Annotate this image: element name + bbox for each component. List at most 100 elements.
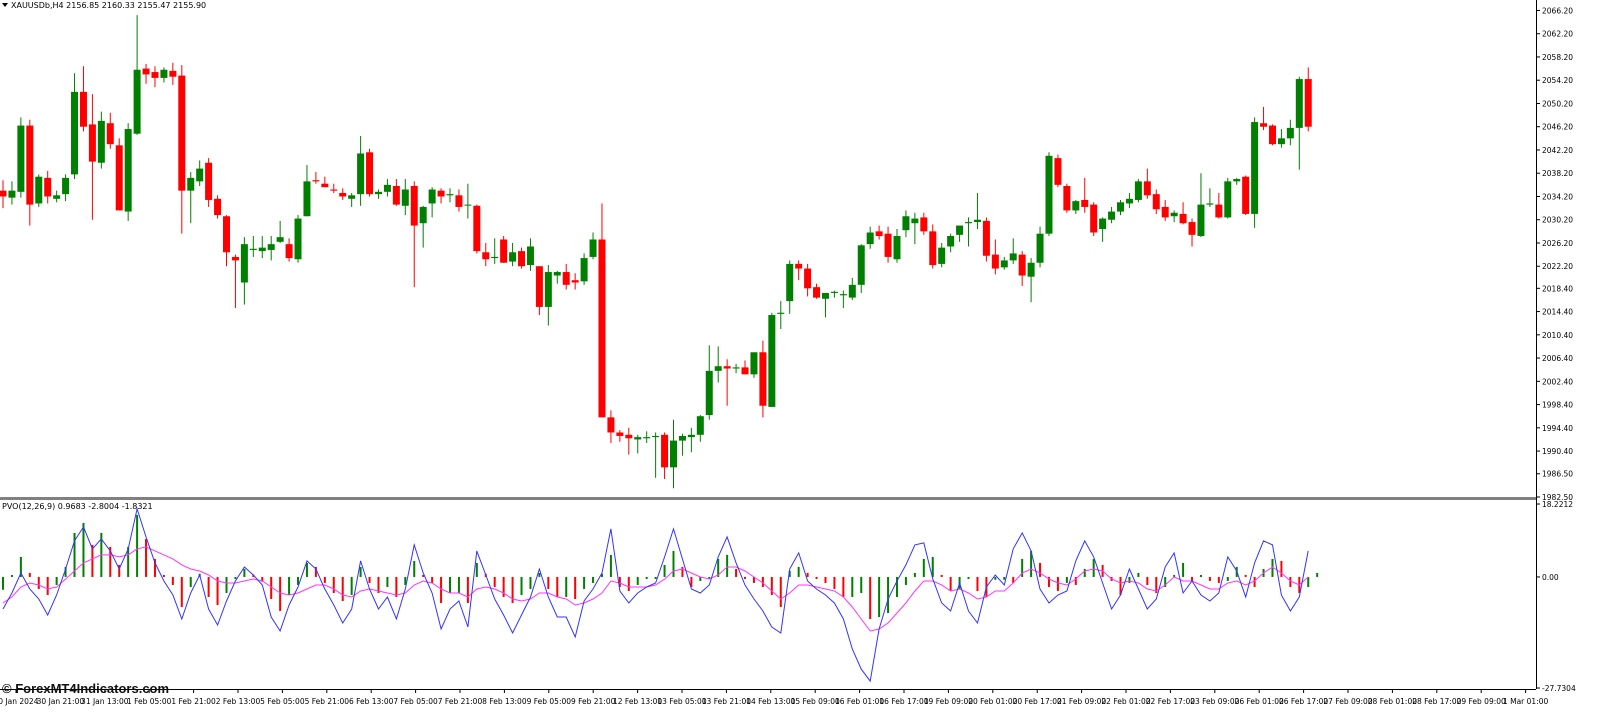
bull-candle (893, 236, 901, 260)
pvo-histogram-bar (279, 576, 282, 611)
pvo-histogram-bar (127, 546, 130, 577)
pvo-histogram-bar (493, 576, 496, 587)
indicator-axis-label: -27.7304 (1542, 684, 1576, 693)
pvo-histogram-bar (1173, 574, 1176, 577)
pvo-histogram-bar (64, 566, 67, 577)
bear-candle (1260, 123, 1268, 127)
bear-candle (339, 192, 347, 197)
pvo-histogram-bar (270, 576, 273, 599)
time-axis-label: 22 Feb 17:00 (1146, 697, 1195, 706)
pvo-histogram-bar (243, 568, 246, 577)
pvo-histogram-bar (752, 576, 755, 583)
bull-candle (830, 291, 838, 293)
pvo-histogram-bar (618, 576, 621, 587)
pvo-histogram-bar (440, 576, 443, 603)
pvo-histogram-bar (967, 576, 970, 579)
price-axis-label: 1990.40 (1542, 447, 1573, 456)
bear-candle (518, 251, 526, 267)
bull-candle (1134, 181, 1142, 200)
bear-candle (1081, 199, 1089, 207)
bull-candle (267, 244, 275, 250)
bear-candle (115, 145, 123, 211)
bull-candle (303, 181, 311, 217)
pvo-histogram-bar (2, 576, 4, 590)
bull-candle (670, 440, 677, 468)
bull-candle (1036, 233, 1044, 263)
time-axis-label: 7 Feb 21:00 (438, 697, 483, 706)
pvo-histogram-bar (833, 576, 836, 589)
time-axis-label: 30 Jan 2024 (0, 697, 39, 706)
bear-candle (151, 72, 159, 78)
bull-candle (53, 195, 61, 199)
bear-candle (26, 125, 34, 205)
pvo-histogram-bar (538, 572, 541, 577)
bear-candle (1188, 222, 1196, 235)
pvo-histogram-bar (1182, 562, 1185, 577)
pvo-histogram-bar (913, 572, 916, 577)
pvo-histogram-bar (395, 576, 398, 597)
pvo-histogram-bar (574, 576, 577, 599)
price-axis-label: 1986.50 (1542, 470, 1573, 479)
pvo-histogram-bar (162, 574, 165, 577)
pvo-histogram-bar (297, 576, 300, 585)
bull-candle (1206, 203, 1214, 205)
price-axis-label: 2014.40 (1542, 308, 1573, 317)
pvo-histogram-bar (431, 576, 434, 583)
time-axis-label: 9 Feb 05:00 (527, 697, 572, 706)
pvo-histogram-bar (466, 576, 469, 603)
bull-candle (1072, 201, 1080, 211)
bear-candle (473, 205, 481, 252)
price-axis-label: 1994.40 (1542, 424, 1573, 433)
main-price-pane[interactable] (0, 15, 1312, 489)
indicator-axis-label: 18.2212 (1542, 500, 1573, 509)
time-axis-label: 31 Jan 13:00 (81, 697, 129, 706)
bear-candle (598, 239, 606, 418)
price-axis-label: 2030.20 (1542, 216, 1573, 225)
pvo-histogram-bar (1244, 574, 1247, 577)
bear-candle (1215, 204, 1223, 218)
indicator-pane[interactable] (2, 506, 1319, 683)
bull-candle (258, 247, 266, 252)
axes: 2066.20 2062.20 2058.20 2054.20 2050.20 2046.… (0, 0, 1576, 706)
bear-candle (1268, 125, 1276, 145)
pvo-histogram-bar (341, 576, 344, 601)
pvo-histogram-bar (1280, 560, 1283, 577)
bull-candle (965, 222, 973, 224)
bear-candle (482, 252, 490, 260)
time-axis-label: 27 Feb 09:00 (1323, 697, 1372, 706)
time-axis-label: 15 Feb 09:00 (791, 697, 840, 706)
price-axis-label: 2006.40 (1542, 354, 1573, 363)
pvo-histogram-bar (690, 576, 693, 587)
bull-candle (750, 352, 758, 375)
time-axis-label: 2 Feb 13:00 (216, 697, 261, 706)
symbol-title: XAUUSDb,H4 2156.85 2160.33 2155.47 2155.… (2, 1, 206, 10)
price-axis-label: 2002.40 (1542, 377, 1573, 386)
pvo-histogram-bar (404, 576, 407, 585)
bear-candle (214, 198, 222, 216)
pvo-histogram-bar (136, 514, 139, 577)
bull-candle (374, 191, 382, 195)
pvo-histogram-bar (1039, 562, 1042, 577)
pvo-histogram-bar (73, 532, 76, 577)
pvo-histogram-bar (994, 576, 997, 580)
bull-candle (196, 168, 204, 182)
time-axis-label: 28 Feb 17:00 (1412, 697, 1461, 706)
pvo-histogram-bar (1047, 576, 1050, 587)
price-axis-label: 2066.20 (1542, 6, 1573, 15)
indicator-axis-label: 0.00 (1542, 573, 1559, 582)
time-axis-label: 22 Feb 01:00 (1101, 697, 1150, 706)
bull-candle (97, 120, 105, 163)
bull-candle (714, 366, 722, 371)
bear-candle (1152, 194, 1160, 210)
price-axis-label: 2018.40 (1542, 284, 1573, 293)
signal-line (2, 546, 1309, 632)
pvo-histogram-bar (1083, 568, 1086, 577)
symbol-title-text: XAUUSDb,H4 2156.85 2160.33 2155.47 2155.… (11, 1, 207, 10)
dropdown-triangle-icon[interactable] (2, 3, 8, 7)
price-axis-label: 2062.20 (1542, 30, 1573, 39)
pvo-histogram-bar (744, 576, 747, 579)
pvo-histogram-bar (180, 576, 183, 607)
pvo-histogram-bar (779, 576, 782, 607)
